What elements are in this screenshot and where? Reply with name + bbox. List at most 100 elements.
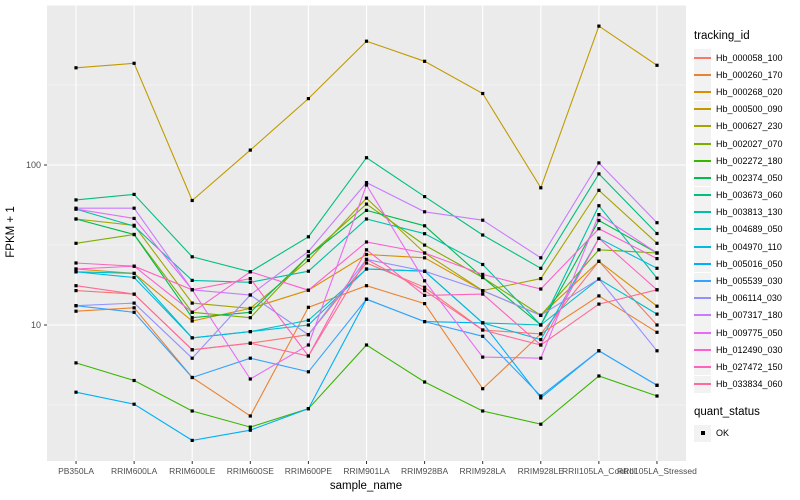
legend-line-icon (694, 176, 711, 179)
data-point (190, 288, 194, 292)
x-tick-label: RRIM901LA (343, 466, 390, 476)
data-point (364, 181, 369, 185)
data-point (597, 172, 601, 176)
legend-item: Hb_002027_070 (694, 135, 798, 153)
legend-line-icon (694, 383, 711, 386)
data-point (481, 355, 485, 359)
legend-item: Hb_000058_100 (694, 49, 798, 67)
data-point (74, 217, 78, 221)
color-legend-title: tracking_id (694, 30, 750, 42)
data-point (190, 316, 194, 320)
data-point (481, 321, 485, 325)
legend-item-label: Hb_012490_030 (716, 344, 783, 355)
legend-key-swatch (694, 375, 711, 393)
data-point (539, 323, 543, 327)
data-point (481, 262, 485, 267)
data-point (74, 207, 78, 211)
legend-key-swatch (694, 135, 711, 153)
legend-line-icon (694, 280, 711, 283)
data-point (306, 323, 310, 327)
x-tick-label: RRIM600PE (285, 466, 333, 476)
data-point (364, 202, 369, 206)
data-point (364, 284, 369, 288)
data-point (597, 236, 601, 240)
legend-item: Hb_009775_050 (694, 324, 798, 342)
data-point (248, 356, 252, 360)
data-point (423, 302, 427, 306)
data-point (74, 270, 78, 274)
data-point (597, 349, 601, 353)
data-point (364, 183, 369, 187)
data-point (655, 241, 659, 245)
data-point (190, 438, 194, 442)
data-point (423, 251, 427, 255)
data-point (597, 213, 601, 217)
legend-item-label: Hb_004970_110 (716, 241, 782, 252)
data-point (423, 269, 427, 273)
x-tick-label: RRII105LA_Control (562, 466, 636, 476)
legend-item-label: Hb_002374_050 (716, 172, 783, 183)
data-point (655, 276, 659, 280)
data-point (190, 301, 194, 305)
data-point (364, 252, 369, 257)
data-point (132, 232, 136, 237)
data-point (132, 301, 136, 305)
data-point (539, 256, 543, 260)
data-point (597, 248, 601, 252)
legend-item: Hb_012490_030 (694, 341, 798, 359)
data-point (364, 257, 369, 261)
legend-line-icon (694, 228, 711, 231)
legend-line-icon (694, 348, 711, 351)
data-point (597, 302, 601, 306)
legend-item-label: Hb_005016_050 (716, 258, 783, 269)
data-point (306, 407, 310, 411)
data-point (597, 204, 601, 208)
data-point (364, 240, 369, 244)
data-point (423, 224, 427, 228)
data-point (423, 380, 427, 384)
data-point (74, 241, 78, 245)
legend-item-label: Hb_002272_180 (716, 155, 783, 166)
data-point (655, 288, 659, 292)
x-tick-label: PB350LA (58, 466, 94, 476)
data-point (655, 330, 659, 334)
legend-item-label: Hb_007317_180 (716, 310, 783, 321)
legend-item-label: Hb_027472_150 (716, 361, 783, 372)
data-point (306, 254, 310, 258)
data-point (248, 306, 252, 310)
data-point (423, 285, 427, 289)
data-point (132, 192, 136, 196)
legend-key-swatch (694, 306, 711, 324)
legend-item: Hb_000260_170 (694, 66, 798, 84)
data-point (248, 270, 252, 274)
x-tick-label: RRII105LA_Stressed (617, 466, 697, 476)
data-point (74, 309, 78, 313)
legend-key-swatch (694, 289, 711, 307)
legend-item-label: Hb_006114_030 (716, 293, 782, 304)
data-point (306, 305, 310, 309)
data-point (248, 341, 252, 345)
data-point (481, 409, 485, 413)
data-point (306, 235, 310, 239)
legend-line-icon (694, 262, 711, 265)
data-point (74, 261, 78, 265)
legend-key-swatch (694, 66, 711, 84)
legend-item-label: Hb_003813_130 (716, 207, 783, 218)
data-point (132, 402, 136, 406)
data-point (306, 249, 310, 254)
legend-item: Hb_027472_150 (694, 358, 798, 376)
data-point (132, 264, 136, 268)
legend-item: Hb_003813_130 (694, 203, 798, 221)
data-point (306, 318, 310, 322)
data-point (597, 277, 601, 281)
data-point (248, 280, 252, 284)
data-point (364, 267, 369, 271)
data-point (655, 251, 659, 255)
legend-key-swatch (694, 341, 711, 359)
data-point (74, 198, 78, 202)
x-tick-label: RRIM600LE (169, 466, 216, 476)
data-point (597, 227, 601, 231)
legend-key-swatch (694, 100, 711, 118)
data-point (481, 275, 485, 280)
